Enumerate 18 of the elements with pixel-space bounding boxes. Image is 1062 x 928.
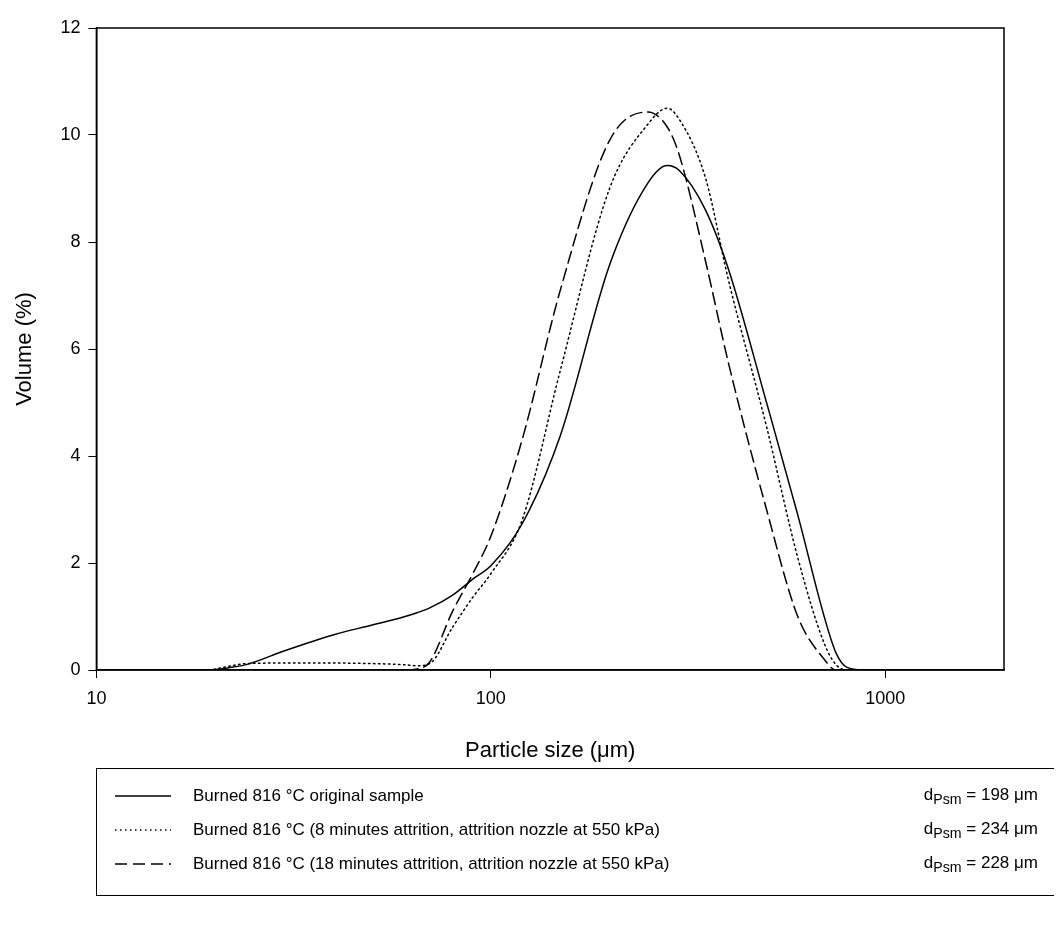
- text: d$_{Psm}$ = 198 μm: [923, 784, 1038, 808]
- x-tick-label: 1000: [865, 687, 906, 708]
- y-tick-label: 10: [60, 123, 81, 144]
- x-axis-title: Particle size (μm): [465, 736, 636, 762]
- y-axis-title: Volume (%): [11, 292, 37, 406]
- text: d$_{Psm}$ = 228 μm: [923, 852, 1038, 876]
- legend-label: Burned 816 °C original sample: [193, 786, 425, 806]
- text: d$_{Psm}$ = 234 μm: [923, 818, 1038, 842]
- y-tick-label: 0: [70, 658, 81, 679]
- x-tick-label: 10: [86, 687, 107, 708]
- y-tick-label: 8: [70, 230, 81, 251]
- y-tick-label: 2: [70, 551, 81, 572]
- legend-label: Burned 816 °C (18 minutes attrition, attrition nozzle at 550 kPa): [193, 854, 671, 874]
- y-tick-label: 12: [60, 16, 81, 37]
- y-tick-label: 4: [70, 444, 81, 465]
- y-tick-label: 6: [70, 337, 81, 358]
- legend-label: Burned 816 °C (8 minutes attrition, attrition nozzle at 550 kPa): [193, 820, 661, 840]
- x-tick-label: 100: [475, 687, 506, 708]
